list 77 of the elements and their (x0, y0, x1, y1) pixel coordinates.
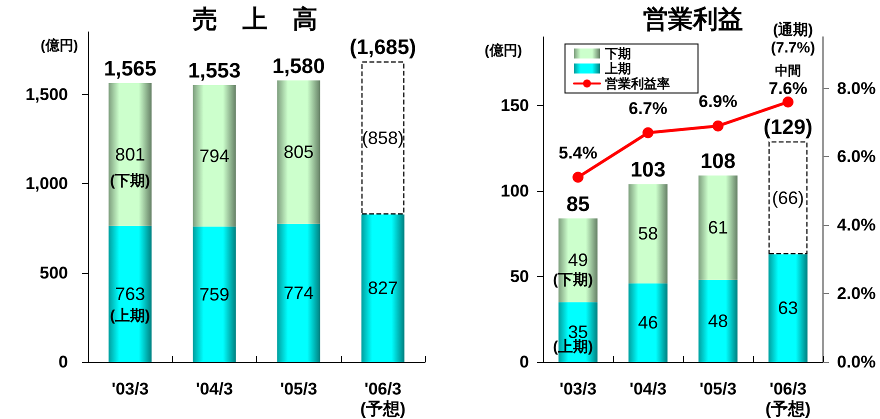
x-tick-label: '05/3 (699, 380, 737, 398)
point (572, 172, 584, 183)
annotation: (上期) (110, 308, 150, 324)
legend-label: 上期 (604, 61, 631, 76)
bar (108, 226, 152, 362)
total-label: 1,553 (188, 59, 241, 82)
data-label: 61 (708, 218, 728, 238)
bar (277, 80, 320, 224)
legend-label: 営業利益率 (605, 76, 670, 91)
point (782, 96, 794, 108)
y-tick-label: 50 (510, 266, 529, 286)
total-label: (1,685) (350, 36, 416, 59)
data-label: 6.9% (698, 92, 738, 111)
chart-title: 売 上 高 (192, 6, 318, 34)
point (712, 120, 724, 132)
y-tick-label: 1,000 (25, 174, 68, 194)
x-tick-label: '06/3 (予想) (765, 380, 811, 418)
bar (192, 84, 236, 227)
total-label: 1,580 (272, 54, 325, 78)
y2-tick-label: 6.0% (837, 147, 876, 166)
y-tick-label: 0 (58, 352, 68, 372)
data-label: 49 (568, 250, 588, 270)
x-tick-label: '05/3 (280, 380, 318, 398)
y2-tick-label: 8.0% (837, 78, 876, 98)
total-label: 1,565 (104, 58, 157, 81)
bar (628, 283, 668, 362)
y-axis-title: (億円) (484, 42, 522, 58)
data-label: 46 (638, 312, 658, 333)
y-tick-label: 1,500 (25, 84, 68, 104)
data-label: 中間 7.6% (768, 63, 808, 98)
annotation: (下期) (110, 172, 150, 190)
x-tick-label: '03/3 (112, 380, 149, 398)
total-label: 103 (630, 158, 666, 182)
bar (768, 254, 808, 362)
y2-tick-label: 0.0% (837, 352, 876, 372)
data-label: 794 (199, 146, 230, 166)
data-label: 5.4% (558, 143, 598, 162)
legend-label: 下期 (604, 46, 631, 61)
annotation: (下期) (553, 272, 593, 288)
y-tick-label: 500 (40, 263, 68, 282)
y2-tick-label: 4.0% (837, 216, 876, 235)
chart-title: 営業利益 (643, 6, 743, 34)
data-label: 6.7% (628, 98, 668, 118)
y-tick-label: 100 (500, 181, 529, 200)
y-tick-label: 0 (520, 352, 529, 372)
x-tick-label: '04/3 (629, 380, 667, 398)
data-label: 48 (708, 310, 728, 331)
bar (698, 280, 738, 362)
data-label: 63 (778, 298, 798, 318)
data-label: (66) (772, 188, 804, 208)
data-label: 827 (368, 278, 398, 298)
x-tick-label: '04/3 (196, 380, 233, 398)
total-label: 85 (566, 192, 590, 216)
data-label: 759 (199, 284, 230, 304)
data-label: 801 (115, 144, 146, 164)
y-tick-label: 150 (500, 96, 529, 115)
bar (628, 184, 668, 284)
point (642, 127, 654, 138)
bar (361, 214, 404, 362)
data-label: 763 (115, 284, 146, 304)
x-tick-label: '06/3 (予想) (360, 380, 406, 418)
data-label: 58 (638, 224, 658, 244)
bar (361, 61, 404, 214)
x-tick-label: '03/3 (559, 380, 597, 398)
y2-tick-label: 2.0% (837, 284, 876, 304)
bar (277, 224, 320, 362)
bar (192, 226, 236, 362)
bar (698, 176, 738, 280)
total-label: (129) (763, 116, 813, 139)
y-axis-title: (億円) (40, 37, 78, 53)
total-label: 108 (700, 150, 736, 174)
data-label: 774 (284, 282, 314, 303)
data-label: 805 (284, 142, 314, 162)
bar (768, 141, 808, 254)
data-label: (858) (362, 128, 404, 148)
bar (108, 83, 152, 226)
annotation: (通期) (7.7%) (770, 22, 816, 56)
